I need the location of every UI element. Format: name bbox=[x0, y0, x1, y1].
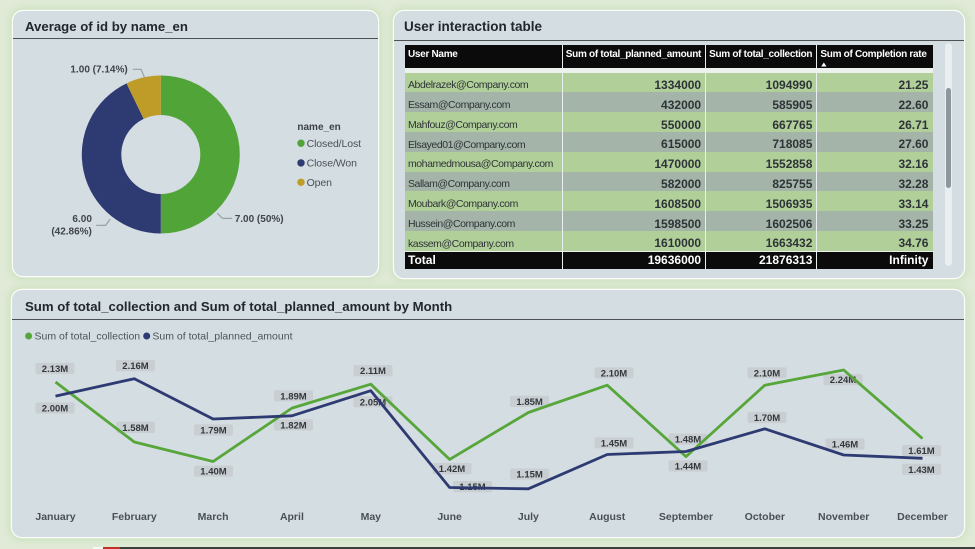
svg-text:7.00 (50%): 7.00 (50%) bbox=[235, 214, 284, 225]
svg-text:1.79M: 1.79M bbox=[200, 426, 226, 437]
svg-text:July: July bbox=[518, 511, 539, 523]
svg-text:November: November bbox=[818, 511, 869, 523]
svg-text:Sum of total_collection: Sum of total_collection bbox=[35, 330, 141, 342]
svg-text:1.46M: 1.46M bbox=[832, 440, 858, 451]
svg-text:December: December bbox=[897, 511, 948, 523]
svg-text:1.61M: 1.61M bbox=[908, 446, 934, 457]
svg-text:March: March bbox=[198, 511, 229, 523]
svg-text:May: May bbox=[361, 511, 382, 523]
svg-text:February: February bbox=[112, 511, 157, 523]
svg-text:1.58M: 1.58M bbox=[122, 423, 148, 434]
svg-text:2.13M: 2.13M bbox=[42, 364, 68, 375]
svg-text:October: October bbox=[745, 511, 785, 523]
svg-text:1.00 (7.14%): 1.00 (7.14%) bbox=[70, 64, 127, 75]
svg-text:June: June bbox=[437, 511, 462, 523]
svg-text:January: January bbox=[35, 511, 75, 523]
svg-text:1.15M: 1.15M bbox=[516, 470, 542, 481]
svg-text:1.48M: 1.48M bbox=[675, 435, 701, 446]
svg-text:6.00: 6.00 bbox=[72, 214, 92, 225]
svg-text:2.24M: 2.24M bbox=[830, 375, 856, 386]
svg-text:1.70M: 1.70M bbox=[754, 413, 780, 424]
svg-text:1.42M: 1.42M bbox=[439, 464, 465, 475]
svg-text:2.10M: 2.10M bbox=[754, 368, 780, 379]
svg-text:April: April bbox=[280, 511, 304, 523]
svg-text:1.89M: 1.89M bbox=[280, 391, 306, 402]
svg-text:1.43M: 1.43M bbox=[908, 465, 934, 476]
svg-text:1.82M: 1.82M bbox=[280, 420, 306, 431]
svg-text:name_en: name_en bbox=[297, 122, 340, 133]
svg-text:August: August bbox=[589, 511, 626, 523]
svg-text:2.00M: 2.00M bbox=[42, 404, 68, 415]
svg-text:Sum of total_planned_amount: Sum of total_planned_amount bbox=[152, 330, 292, 342]
svg-text:2.10M: 2.10M bbox=[601, 368, 627, 379]
svg-text:September: September bbox=[659, 511, 713, 523]
svg-text:1.44M: 1.44M bbox=[675, 462, 701, 473]
svg-text:2.05M: 2.05M bbox=[360, 397, 386, 408]
svg-text:2.16M: 2.16M bbox=[122, 361, 148, 372]
svg-text:(42.86%): (42.86%) bbox=[51, 226, 92, 237]
svg-text:2.11M: 2.11M bbox=[360, 366, 386, 377]
svg-text:1.85M: 1.85M bbox=[516, 397, 542, 408]
svg-text:1.45M: 1.45M bbox=[601, 438, 627, 449]
svg-text:1.40M: 1.40M bbox=[200, 467, 226, 478]
svg-text:Close/Won: Close/Won bbox=[307, 158, 358, 170]
svg-text:Closed/Lost: Closed/Lost bbox=[307, 138, 362, 150]
svg-text:Open: Open bbox=[307, 177, 333, 189]
